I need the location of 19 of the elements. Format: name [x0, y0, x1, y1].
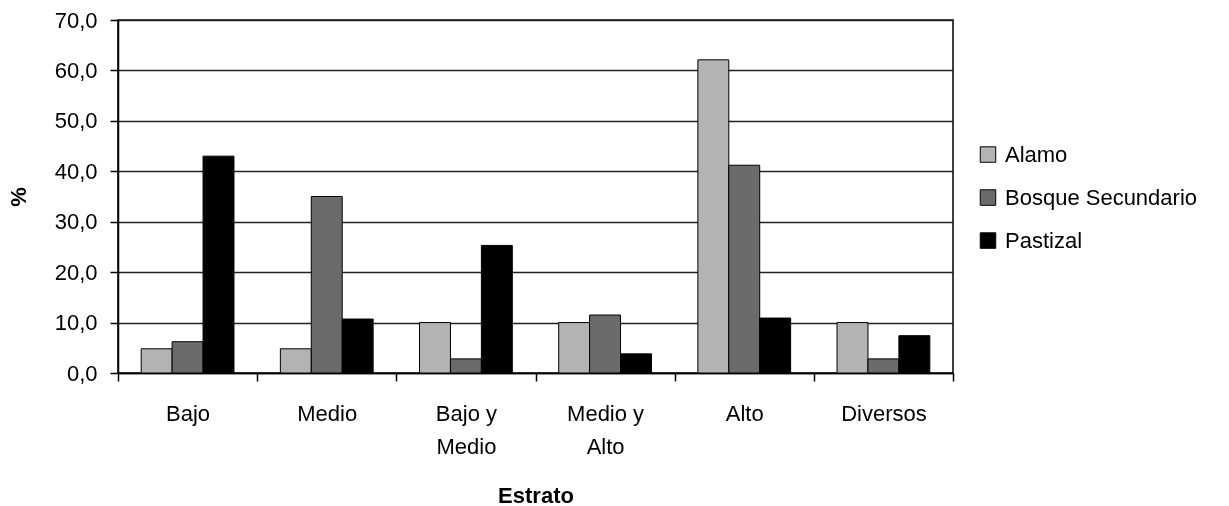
y-tick-label: 20,0	[54, 259, 98, 285]
x-tick-label: Bajo	[166, 400, 211, 426]
x-tick-label: Medio y Alto	[567, 400, 645, 459]
y-tick-label: 70,0	[54, 7, 98, 33]
y-axis-title: %	[5, 187, 31, 207]
legend-label: Alamo	[1005, 141, 1068, 167]
y-tick-label: 40,0	[54, 158, 98, 184]
y-tick-label: 0,0	[66, 360, 98, 386]
legend-label: Pastizal	[1005, 227, 1083, 253]
y-tick-label: 30,0	[54, 209, 98, 235]
y-tick-label: 10,0	[54, 310, 98, 336]
x-tick-label: Diversos	[841, 400, 927, 426]
x-axis-title: Estrato	[498, 482, 574, 506]
y-tick-label: 60,0	[54, 57, 98, 83]
y-tick-label: 50,0	[54, 108, 98, 134]
x-tick-label: Alto	[725, 400, 764, 426]
x-tick-label: Bajo y Medio	[435, 400, 497, 459]
x-tick-label: Medio	[297, 400, 358, 426]
legend-label: Bosque Secundario	[1005, 184, 1198, 210]
